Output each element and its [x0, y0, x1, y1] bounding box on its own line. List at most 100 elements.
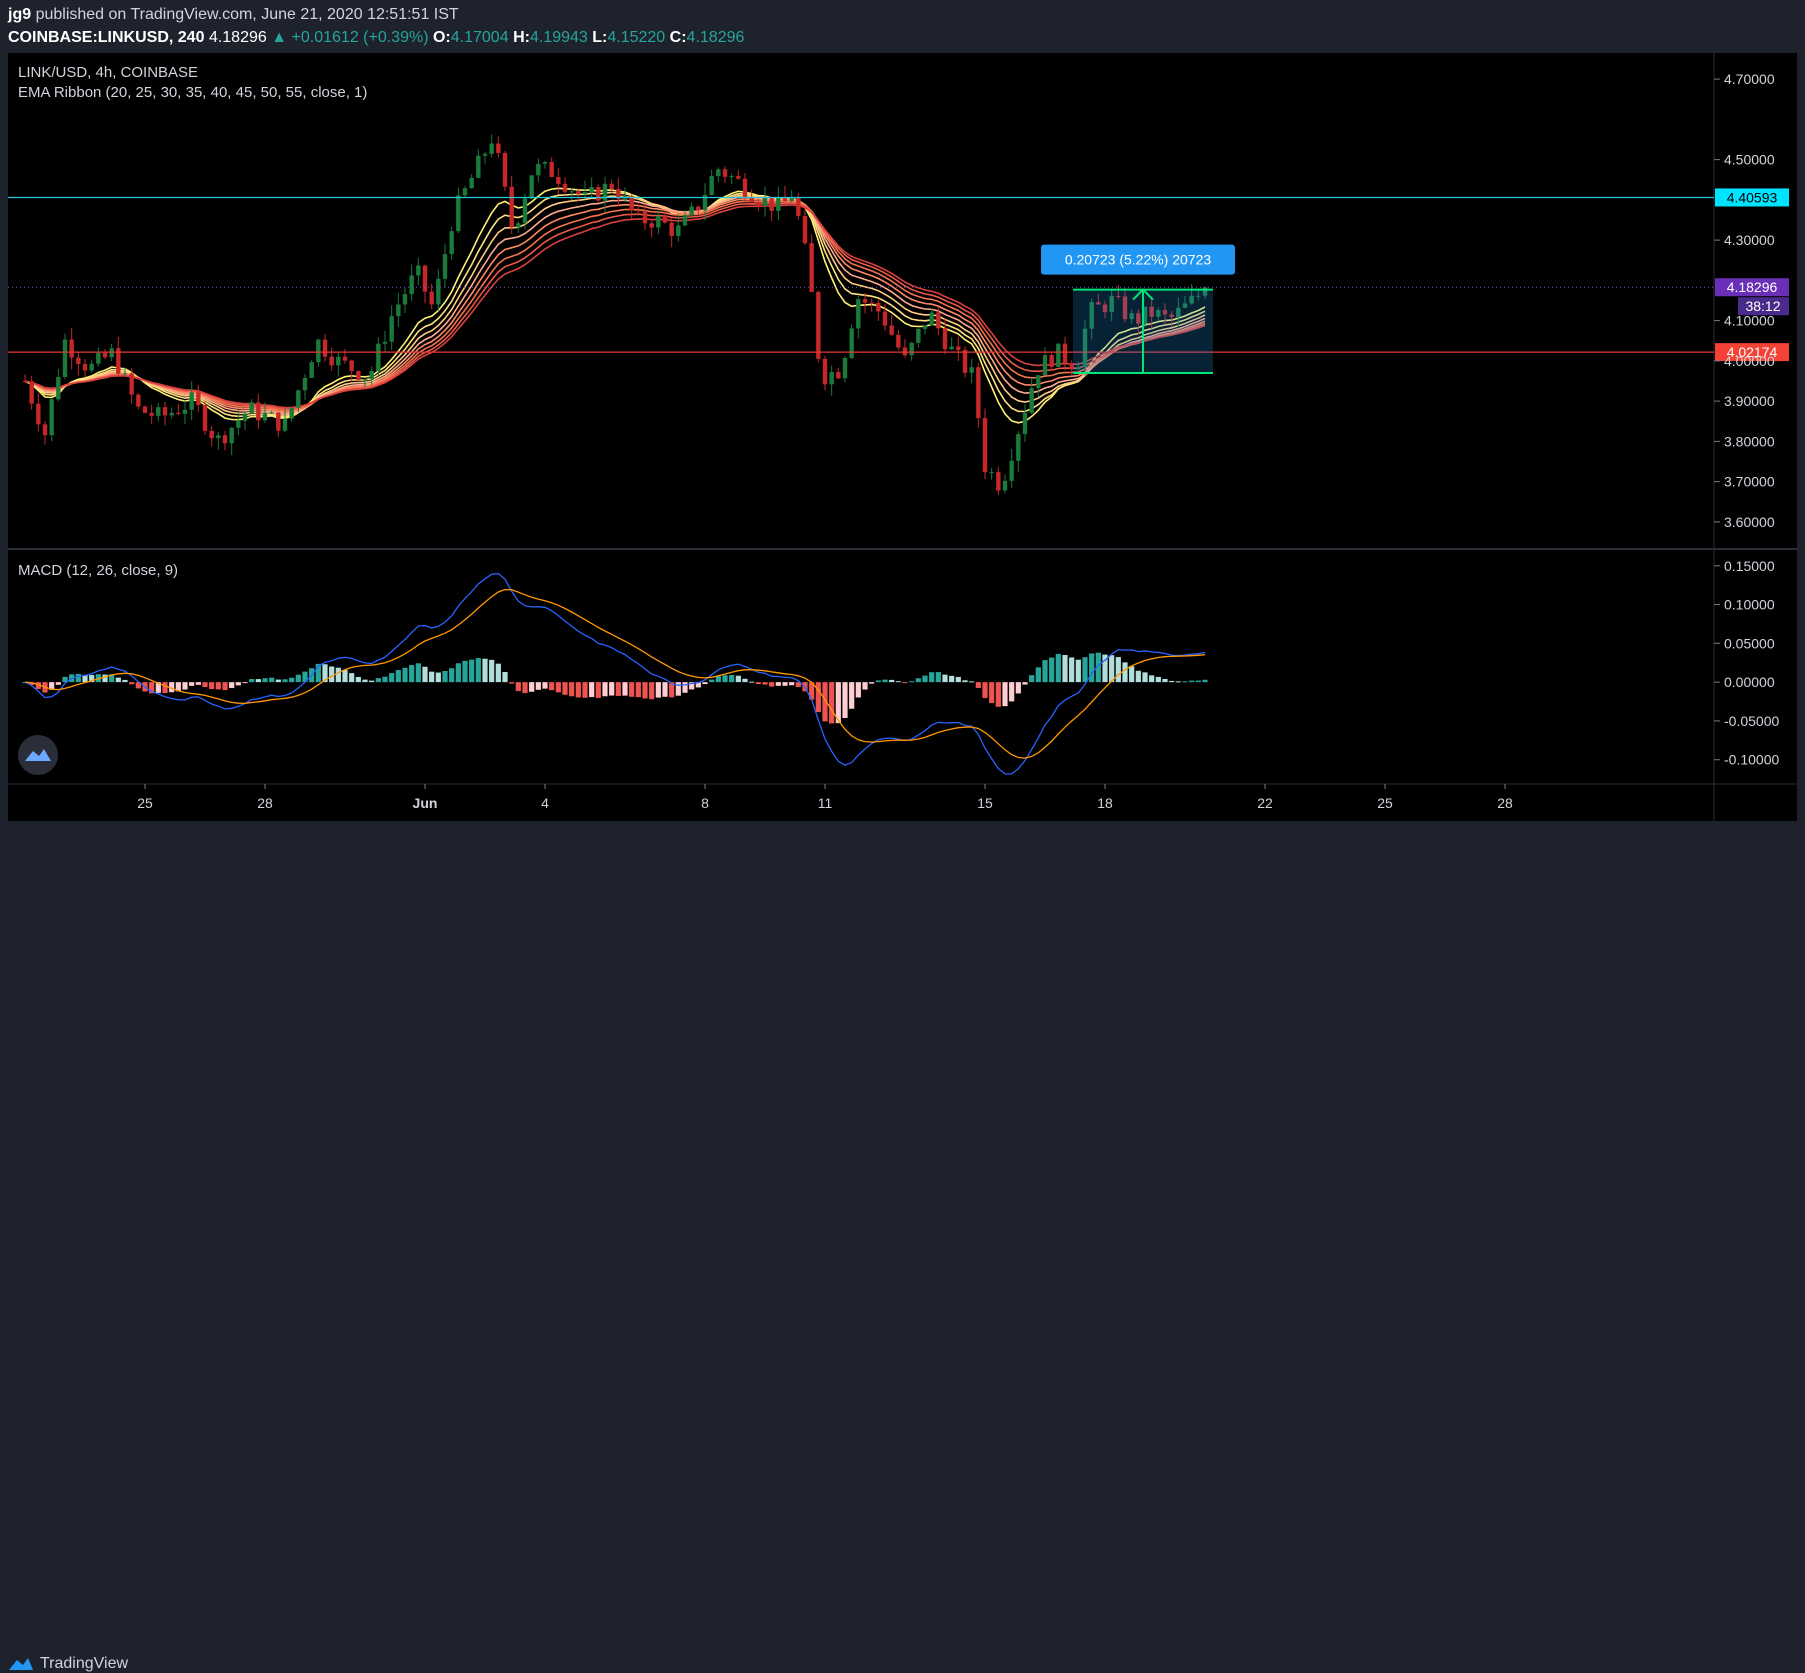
- candle-body: [576, 191, 581, 195]
- macd-histogram-bar: [882, 679, 888, 683]
- candle-body: [122, 373, 128, 375]
- macd-histogram-bar: [829, 682, 835, 724]
- time-axis[interactable]: 25 28 Jun 4 8 11 15 18 22 25 28: [137, 784, 1513, 811]
- candle-body: [89, 363, 94, 371]
- macd-histogram-bar: [822, 682, 828, 722]
- macd-histogram-bar: [295, 674, 301, 683]
- price-range-measure[interactable]: 0.20723 (5.22%) 20723: [1041, 244, 1235, 374]
- macd-histogram-bar: [275, 679, 281, 683]
- macd-histogram-bar: [809, 682, 815, 700]
- macd-histogram-bar: [1115, 657, 1121, 683]
- macd-histogram-bar: [102, 674, 108, 683]
- candle-body: [409, 275, 414, 295]
- ema-line-55: [24, 204, 1206, 409]
- candle-body: [116, 348, 121, 374]
- macd-histogram-bar: [929, 672, 935, 683]
- macd-histogram-bar: [149, 682, 155, 694]
- macd-histogram-bar: [1075, 659, 1081, 683]
- ema-legend[interactable]: EMA Ribbon (20, 25, 30, 35, 40, 45, 50, …: [18, 84, 367, 101]
- macd-histogram-bar: [562, 682, 568, 695]
- candle-body: [442, 254, 448, 279]
- candle-body: [496, 143, 501, 154]
- macd-histogram-bar: [115, 677, 121, 683]
- candle-body: [309, 362, 314, 378]
- publish-line: jg9 published on TradingView.com, June 2…: [8, 6, 459, 24]
- macd-histogram-bar: [782, 682, 788, 686]
- macd-histogram-bar: [1042, 660, 1048, 683]
- macd-histogram-bar: [949, 675, 955, 683]
- macd-histogram-bar: [302, 671, 308, 683]
- macd-histogram-bar: [1035, 667, 1041, 683]
- candle-body: [629, 196, 634, 211]
- time-tick-label: 15: [977, 795, 993, 811]
- macd-tick-label: 0.00000: [1724, 674, 1775, 690]
- candle-body: [149, 412, 154, 416]
- candle-body: [302, 377, 308, 391]
- macd-tick-label: -0.10000: [1724, 752, 1779, 768]
- macd-histogram-bar: [595, 682, 601, 699]
- macd-axis[interactable]: 0.15000 0.10000 0.05000 0.00000 -0.05000 -0.1…: [1714, 558, 1779, 768]
- author-name[interactable]: jg9: [8, 6, 32, 23]
- macd-histogram-bar: [922, 675, 928, 683]
- macd-histogram-bar: [1142, 672, 1148, 683]
- macd-histogram-bar: [569, 682, 575, 697]
- macd-legend[interactable]: MACD (12, 26, close, 9): [18, 562, 178, 579]
- macd-histogram-bar: [369, 680, 375, 683]
- macd-histogram-bar: [869, 682, 875, 684]
- macd-histogram-bar: [322, 664, 328, 683]
- candle-body: [942, 328, 948, 350]
- chart-area[interactable]: 4.40593 4.02174 4.18296 38:12 0.20723 (5.22…: [8, 53, 1797, 821]
- tradingview-logo-icon[interactable]: [18, 735, 58, 775]
- macd-histogram-bar: [135, 682, 141, 689]
- candle-body: [382, 341, 388, 344]
- candle-body: [462, 188, 468, 196]
- chart-svg[interactable]: 4.40593 4.02174 4.18296 38:12 0.20723 (5.22…: [8, 53, 1797, 821]
- measure-arrow-head: [1132, 288, 1154, 301]
- macd-histogram-bar: [749, 681, 755, 683]
- price-tick-label: 3.60000: [1724, 514, 1775, 530]
- candle-body: [816, 291, 821, 359]
- series-legend-title[interactable]: LINK/USD, 4h, COINBASE: [18, 64, 198, 81]
- price-change: +0.01612 (+0.39%): [291, 29, 429, 46]
- candle-body: [216, 435, 221, 439]
- macd-histogram-bar: [1089, 653, 1095, 683]
- candle-body: [369, 371, 374, 379]
- macd-histogram-bar: [89, 675, 95, 683]
- macd-histogram-bar: [129, 682, 135, 685]
- candle-body: [562, 183, 568, 192]
- time-tick-label: 25: [1377, 795, 1393, 811]
- candle-body: [76, 357, 81, 365]
- macd-histogram-bar: [775, 682, 781, 686]
- candle-body: [602, 183, 608, 201]
- candle-body: [1062, 343, 1068, 364]
- candle-body: [389, 316, 394, 342]
- tradingview-brand[interactable]: TradingView: [8, 1655, 128, 1673]
- candle-body: [469, 177, 474, 189]
- candle-body: [996, 472, 1001, 491]
- candle-body: [1189, 295, 1194, 304]
- macd-histogram-bar: [422, 666, 428, 683]
- macd-histogram-bar: [475, 658, 481, 683]
- macd-histogram-bar: [75, 673, 81, 683]
- macd-histogram-bar: [509, 682, 515, 684]
- macd-histogram-bar: [649, 682, 655, 700]
- macd-histogram-bar: [502, 671, 508, 683]
- candle-body: [1056, 343, 1061, 367]
- macd-histogram-bar: [169, 682, 175, 693]
- candle-body: [1122, 296, 1128, 320]
- candle-body: [956, 346, 961, 350]
- price-tag-bg: [1715, 343, 1789, 362]
- candle-body: [182, 409, 188, 414]
- macd-histogram-bar: [962, 680, 968, 683]
- horizontal-lines[interactable]: 4.40593 4.02174 4.18296 38:12: [8, 188, 1789, 362]
- open-label: O:: [432, 29, 451, 46]
- price-axis[interactable]: 4.70000 4.50000 4.30000 4.10000 4.00000 3.900…: [1714, 71, 1775, 530]
- candle-body: [736, 176, 741, 179]
- candle-body: [489, 143, 494, 154]
- candle-body: [1022, 412, 1028, 435]
- symbol-label[interactable]: COINBASE:LINKUSD, 240: [8, 29, 205, 46]
- candle-body: [502, 153, 508, 187]
- candle-body: [656, 215, 661, 228]
- macd-histogram-bar: [842, 682, 848, 718]
- candle-body: [142, 406, 148, 413]
